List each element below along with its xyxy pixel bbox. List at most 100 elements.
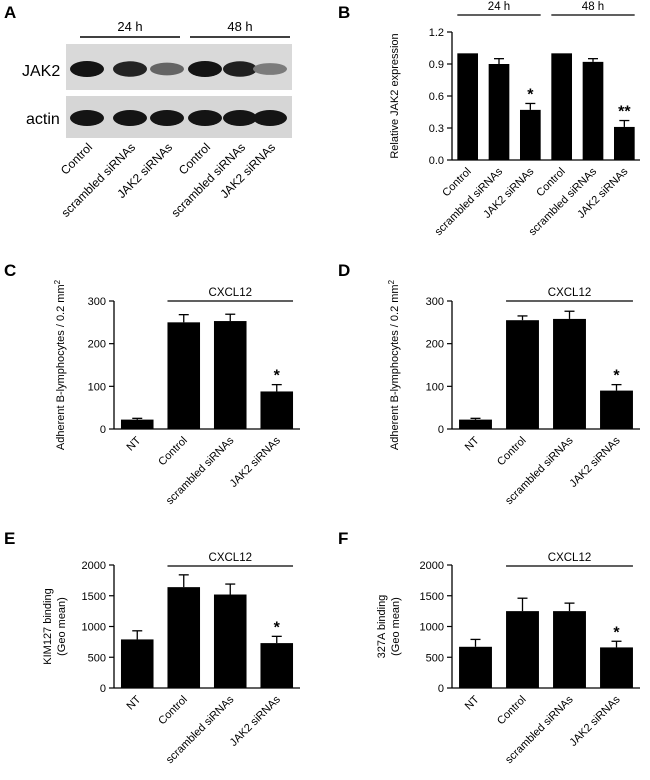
x-category-label: Control — [156, 694, 190, 728]
y-axis-label: Relative JAK2 expression — [389, 33, 401, 158]
y-tick-label: 300 — [88, 296, 106, 308]
panel-letter-c: C — [4, 261, 16, 280]
y-axis-label: KIM127 binding — [42, 588, 54, 664]
y-tick-label: 0.0 — [429, 155, 444, 167]
blot-lane-label: Control — [58, 140, 95, 177]
y-tick-label: 2000 — [82, 560, 106, 572]
y-tick-label: 1500 — [420, 591, 444, 603]
x-category-label: JAK2 siRNAs — [567, 693, 623, 749]
bar — [459, 419, 492, 429]
blot-bands — [70, 61, 287, 126]
bar — [120, 639, 154, 688]
y-axis-label-line2: (Geo mean) — [390, 597, 402, 656]
bar — [551, 53, 573, 161]
y-tick-label: 1500 — [82, 591, 106, 603]
bar — [600, 390, 633, 429]
y-tick-label: 1000 — [82, 622, 106, 634]
y-tick-label: 0.6 — [429, 91, 444, 103]
blot-band-actin — [253, 110, 287, 126]
y-tick-label: 1.2 — [429, 27, 444, 39]
bar — [553, 318, 586, 429]
y-axis-label-superscript: 2 — [387, 279, 396, 284]
y-axis-label: Adherent B-lymphocytes / 0.2 mm2 — [387, 279, 402, 450]
x-category-label: NT — [463, 434, 482, 453]
significance-marker: * — [613, 624, 620, 641]
y-tick-label: 300 — [426, 296, 444, 308]
blot-band-jak2 — [223, 61, 257, 77]
x-category-label: JAK2 siRNAs — [567, 434, 623, 490]
group-label: CXCL12 — [209, 287, 252, 299]
bar — [553, 611, 586, 688]
bar — [600, 647, 633, 688]
y-axis-label: Adherent B-lymphocytes / 0.2 mm2 — [53, 279, 68, 450]
blot-band-jak2 — [150, 62, 184, 76]
bar — [459, 646, 492, 688]
blot-band-actin — [188, 110, 222, 126]
y-tick-label: 0 — [438, 683, 444, 695]
y-tick-label: 200 — [88, 339, 106, 351]
bar — [613, 126, 635, 160]
significance-marker: * — [274, 619, 281, 636]
blot-band-jak2 — [70, 61, 104, 77]
blot-band-jak2 — [253, 63, 287, 75]
bar — [506, 320, 539, 429]
blot-row-label-actin: actin — [26, 111, 60, 128]
bar — [213, 321, 247, 429]
bar — [582, 61, 604, 160]
bar — [260, 391, 294, 429]
panel-letter-f: F — [338, 529, 348, 548]
bar — [167, 322, 201, 429]
blot-group-label-48h: 48 h — [227, 19, 252, 34]
y-tick-label: 0 — [100, 683, 106, 695]
bar — [120, 419, 154, 429]
bar — [488, 64, 510, 160]
bar — [457, 53, 479, 161]
blot-band-actin — [70, 110, 104, 126]
panel-letter-d: D — [338, 261, 350, 280]
y-tick-label: 500 — [88, 652, 106, 664]
bar — [167, 587, 201, 688]
significance-marker: ** — [618, 104, 631, 121]
y-axis-label-line2: (Geo mean) — [56, 597, 68, 656]
y-tick-label: 1000 — [420, 622, 444, 634]
y-tick-label: 0.9 — [429, 59, 444, 71]
x-category-label: NT — [125, 693, 144, 712]
panel-letter-a: A — [4, 3, 16, 22]
x-category-label: NT — [125, 434, 144, 453]
panel-letter-b: B — [338, 3, 350, 22]
group-label: 24 h — [488, 1, 510, 13]
x-category-label: Control — [495, 694, 529, 728]
y-tick-label: 0.3 — [429, 123, 444, 135]
blot-band-actin — [150, 110, 184, 126]
x-category-label: Control — [495, 435, 529, 469]
blot-row-label-jak2: JAK2 — [22, 63, 60, 80]
y-axis-label: 327A binding — [376, 595, 388, 659]
y-tick-label: 100 — [426, 381, 444, 393]
group-label: CXCL12 — [548, 287, 591, 299]
x-category-label: NT — [463, 693, 482, 712]
bar — [213, 594, 247, 688]
y-axis-label-superscript: 2 — [53, 279, 62, 284]
group-label: CXCL12 — [209, 552, 252, 564]
blot-band-actin — [113, 110, 147, 126]
x-category-label: Control — [156, 435, 190, 469]
group-label: CXCL12 — [548, 552, 591, 564]
blot-band-jak2 — [188, 61, 222, 77]
bar — [506, 611, 539, 688]
group-label: 48 h — [582, 1, 604, 13]
blot-band-actin — [223, 110, 257, 126]
y-tick-label: 0 — [100, 424, 106, 436]
bar — [260, 643, 294, 688]
y-tick-label: 100 — [88, 381, 106, 393]
bar — [519, 109, 541, 160]
y-tick-label: 200 — [426, 339, 444, 351]
x-category-label: JAK2 siRNAs — [228, 434, 284, 490]
panel-a-western-blot: A 24 h 48 h JAK2 actin Controlscrambled … — [4, 3, 292, 220]
significance-marker: * — [527, 86, 534, 103]
blot-group-label-24h: 24 h — [117, 19, 142, 34]
